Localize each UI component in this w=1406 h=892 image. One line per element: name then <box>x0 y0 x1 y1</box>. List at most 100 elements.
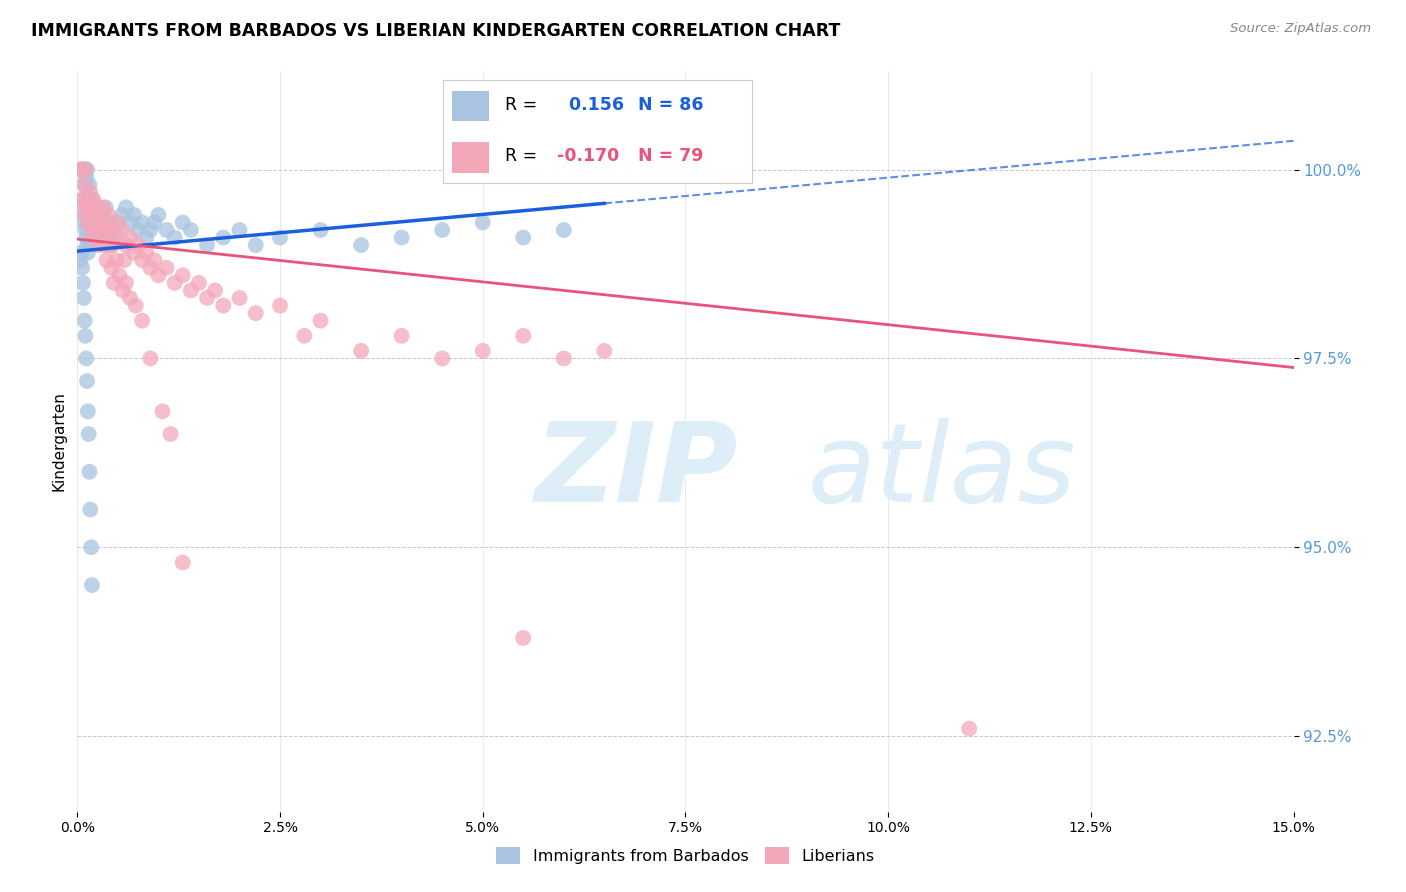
Point <box>89 215 111 229</box>
Point <box>127 223 149 237</box>
Point <box>135 245 157 260</box>
Point <box>80 208 103 222</box>
Point <box>79 502 101 516</box>
Point <box>84 215 107 229</box>
Point <box>131 313 153 327</box>
Point <box>105 253 128 268</box>
Point <box>80 541 103 555</box>
Point <box>70 193 93 207</box>
Text: Source: ZipAtlas.com: Source: ZipAtlas.com <box>1230 22 1371 36</box>
Point <box>593 343 616 358</box>
Point <box>90 223 112 237</box>
Point <box>553 223 575 237</box>
Point <box>104 230 127 244</box>
Point <box>84 215 107 229</box>
Point <box>75 170 97 185</box>
Point <box>135 230 157 244</box>
Point <box>94 215 117 229</box>
Point <box>512 631 534 645</box>
Point <box>212 299 235 313</box>
Point <box>143 215 166 229</box>
Point <box>76 374 98 388</box>
Point <box>79 238 101 252</box>
Point <box>72 276 94 290</box>
Point <box>159 427 181 442</box>
Point <box>180 284 202 298</box>
Point <box>79 178 101 192</box>
Point <box>80 193 103 207</box>
Point <box>143 253 166 268</box>
Point <box>77 200 100 214</box>
Point <box>83 223 105 237</box>
Point <box>188 276 211 290</box>
Point <box>172 556 194 570</box>
Point <box>77 193 100 207</box>
Point <box>228 291 250 305</box>
Point <box>73 313 96 327</box>
Point <box>512 230 534 244</box>
Point <box>111 208 134 222</box>
Text: -0.170: -0.170 <box>557 147 620 165</box>
Point <box>139 260 162 275</box>
Point <box>72 162 94 177</box>
Point <box>79 465 101 479</box>
Point <box>83 208 105 222</box>
Point <box>73 208 96 222</box>
Point <box>89 223 111 237</box>
Point <box>172 268 194 283</box>
Point <box>391 230 413 244</box>
Point <box>70 245 93 260</box>
Point <box>111 223 134 237</box>
Point <box>91 200 114 214</box>
Legend: Immigrants from Barbados, Liberians: Immigrants from Barbados, Liberians <box>489 841 882 871</box>
Point <box>148 268 170 283</box>
Point <box>122 245 145 260</box>
Point <box>180 223 202 237</box>
Point <box>79 208 101 222</box>
Point <box>512 328 534 343</box>
Point <box>75 162 97 177</box>
Point <box>80 223 103 237</box>
Point <box>108 268 131 283</box>
Point <box>86 200 108 214</box>
Point <box>83 193 105 207</box>
Point <box>75 200 97 214</box>
Text: R =: R = <box>505 147 537 165</box>
Point <box>163 230 186 244</box>
Point <box>118 230 141 244</box>
Text: N = 86: N = 86 <box>638 96 703 114</box>
Point <box>80 578 103 592</box>
Point <box>112 253 135 268</box>
Point <box>471 343 494 358</box>
Point <box>70 193 93 207</box>
Text: N = 79: N = 79 <box>638 147 703 165</box>
Point <box>163 276 186 290</box>
Point <box>101 238 124 252</box>
Point <box>75 230 97 244</box>
Point <box>131 215 153 229</box>
Point <box>82 215 104 229</box>
Point <box>70 162 93 177</box>
Point <box>73 291 96 305</box>
Point <box>84 215 107 229</box>
Point <box>75 223 97 237</box>
Point <box>79 186 101 200</box>
Point <box>131 253 153 268</box>
Point <box>228 223 250 237</box>
Point <box>97 208 120 222</box>
Point <box>309 313 332 327</box>
Point <box>76 200 98 214</box>
Point <box>471 215 494 229</box>
Point <box>245 238 267 252</box>
Point <box>76 404 98 418</box>
Point <box>553 351 575 366</box>
Point <box>118 291 141 305</box>
Point <box>100 238 122 252</box>
Point <box>86 200 108 214</box>
Point <box>350 238 373 252</box>
Point <box>107 215 129 229</box>
Point <box>195 238 218 252</box>
Point <box>430 223 453 237</box>
Point <box>107 215 129 229</box>
Point <box>111 284 134 298</box>
